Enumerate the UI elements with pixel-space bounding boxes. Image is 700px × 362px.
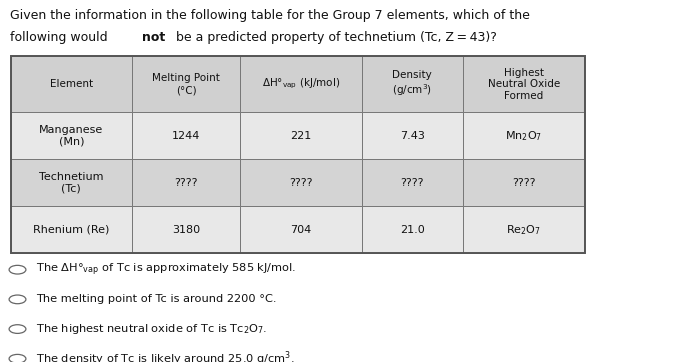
Bar — [10, 56, 132, 112]
Bar — [362, 56, 463, 112]
Text: ????: ???? — [174, 178, 198, 188]
Text: ????: ???? — [400, 178, 424, 188]
Text: Melting Point
(°C): Melting Point (°C) — [152, 73, 220, 95]
Text: following would: following would — [10, 31, 112, 44]
Circle shape — [9, 354, 26, 362]
Text: Element: Element — [50, 79, 93, 89]
Text: 3180: 3180 — [172, 225, 200, 235]
Text: The melting point of Tc is around 2200 °C.: The melting point of Tc is around 2200 °… — [36, 294, 277, 304]
Text: ????: ???? — [289, 178, 313, 188]
Text: 7.43: 7.43 — [400, 131, 425, 141]
Text: The highest neutral oxide of Tc is Tc$_2$O$_7$.: The highest neutral oxide of Tc is Tc$_2… — [36, 322, 267, 336]
Text: Mn$_2$O$_7$: Mn$_2$O$_7$ — [505, 129, 542, 143]
Circle shape — [9, 295, 26, 304]
Text: 21.0: 21.0 — [400, 225, 425, 235]
Bar — [132, 56, 240, 112]
Circle shape — [9, 325, 26, 333]
Bar — [463, 159, 584, 206]
Bar — [362, 159, 463, 206]
Text: 704: 704 — [290, 225, 312, 235]
Bar — [10, 159, 132, 206]
Bar — [10, 112, 132, 159]
Text: Technetium
(Tc): Technetium (Tc) — [39, 172, 104, 194]
Text: Highest
Neutral Oxide
Formed: Highest Neutral Oxide Formed — [488, 68, 560, 101]
Bar — [240, 112, 362, 159]
Text: Given the information in the following table for the Group 7 elements, which of : Given the information in the following t… — [10, 9, 531, 22]
Bar — [240, 159, 362, 206]
Text: ????: ???? — [512, 178, 536, 188]
Bar — [463, 206, 584, 253]
Circle shape — [9, 265, 26, 274]
Bar — [10, 56, 584, 253]
Bar — [132, 206, 240, 253]
Bar — [463, 112, 584, 159]
Text: Density
(g/cm$^3$): Density (g/cm$^3$) — [392, 70, 433, 98]
Text: 1244: 1244 — [172, 131, 200, 141]
Text: Manganese
(Mn): Manganese (Mn) — [39, 125, 104, 147]
Text: Rhenium (Re): Rhenium (Re) — [33, 225, 109, 235]
Bar — [463, 56, 584, 112]
Text: be a predicted property of technetium (Tc, Z = 43)?: be a predicted property of technetium (T… — [172, 31, 496, 44]
Bar — [10, 206, 132, 253]
Text: 221: 221 — [290, 131, 312, 141]
Bar — [240, 206, 362, 253]
Text: $\Delta$H°$_\mathregular{vap}$ (kJ/mol): $\Delta$H°$_\mathregular{vap}$ (kJ/mol) — [262, 77, 340, 92]
Bar — [362, 206, 463, 253]
Bar — [240, 56, 362, 112]
Text: Re$_2$O$_7$: Re$_2$O$_7$ — [506, 223, 541, 237]
Text: The density of Tc is likely around 25.0 g/cm$^3$.: The density of Tc is likely around 25.0 … — [36, 349, 295, 362]
Bar — [132, 159, 240, 206]
Bar — [362, 112, 463, 159]
Bar — [132, 112, 240, 159]
Text: The $\Delta$H°$_\mathregular{vap}$ of Tc is approximately 585 kJ/mol.: The $\Delta$H°$_\mathregular{vap}$ of Tc… — [36, 261, 297, 278]
Text: not: not — [141, 31, 165, 44]
